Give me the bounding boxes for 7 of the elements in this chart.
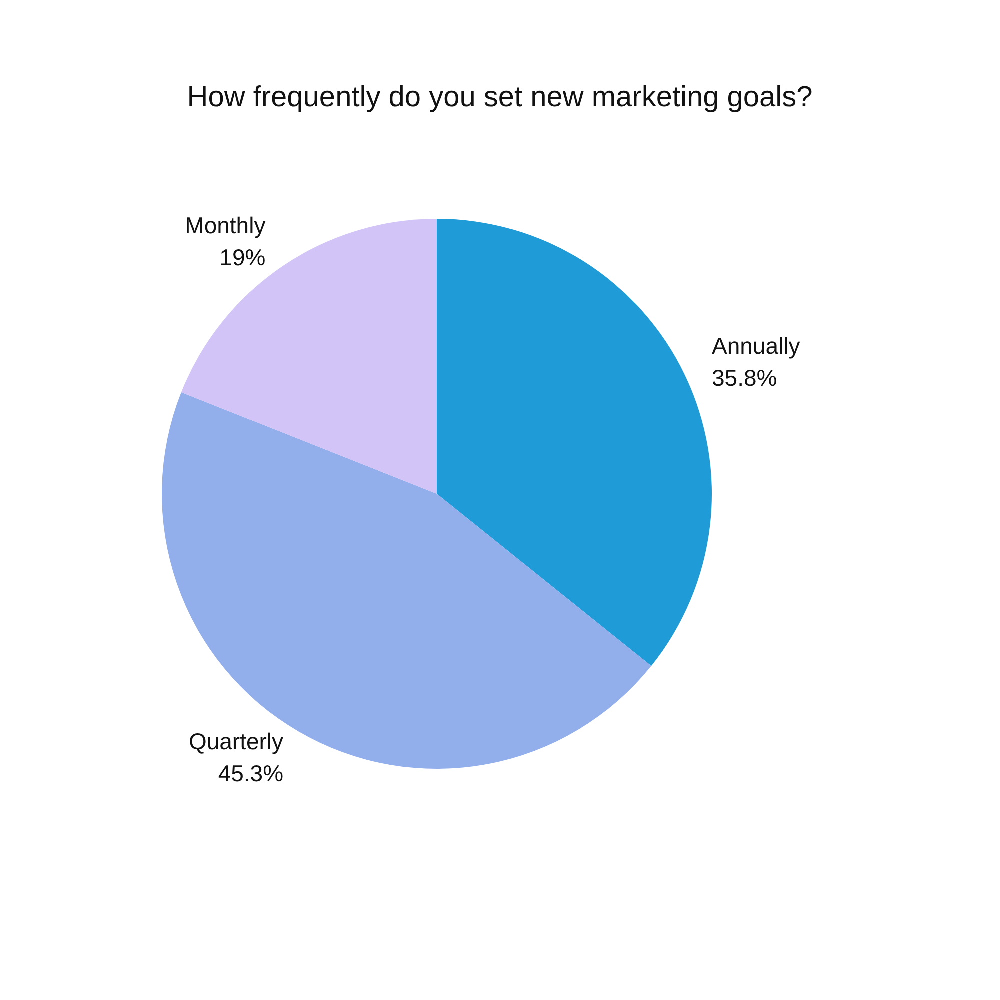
data-label: 19%: [220, 244, 266, 271]
slice-label: Annually: [712, 333, 801, 360]
slice-label: Quarterly: [188, 728, 284, 755]
data-label: 35.8%: [712, 365, 778, 392]
slice-label: Monthly: [185, 212, 266, 239]
data-label: 45.3%: [218, 760, 284, 787]
chart-title: How frequently do you set new marketing goals?: [187, 82, 813, 114]
